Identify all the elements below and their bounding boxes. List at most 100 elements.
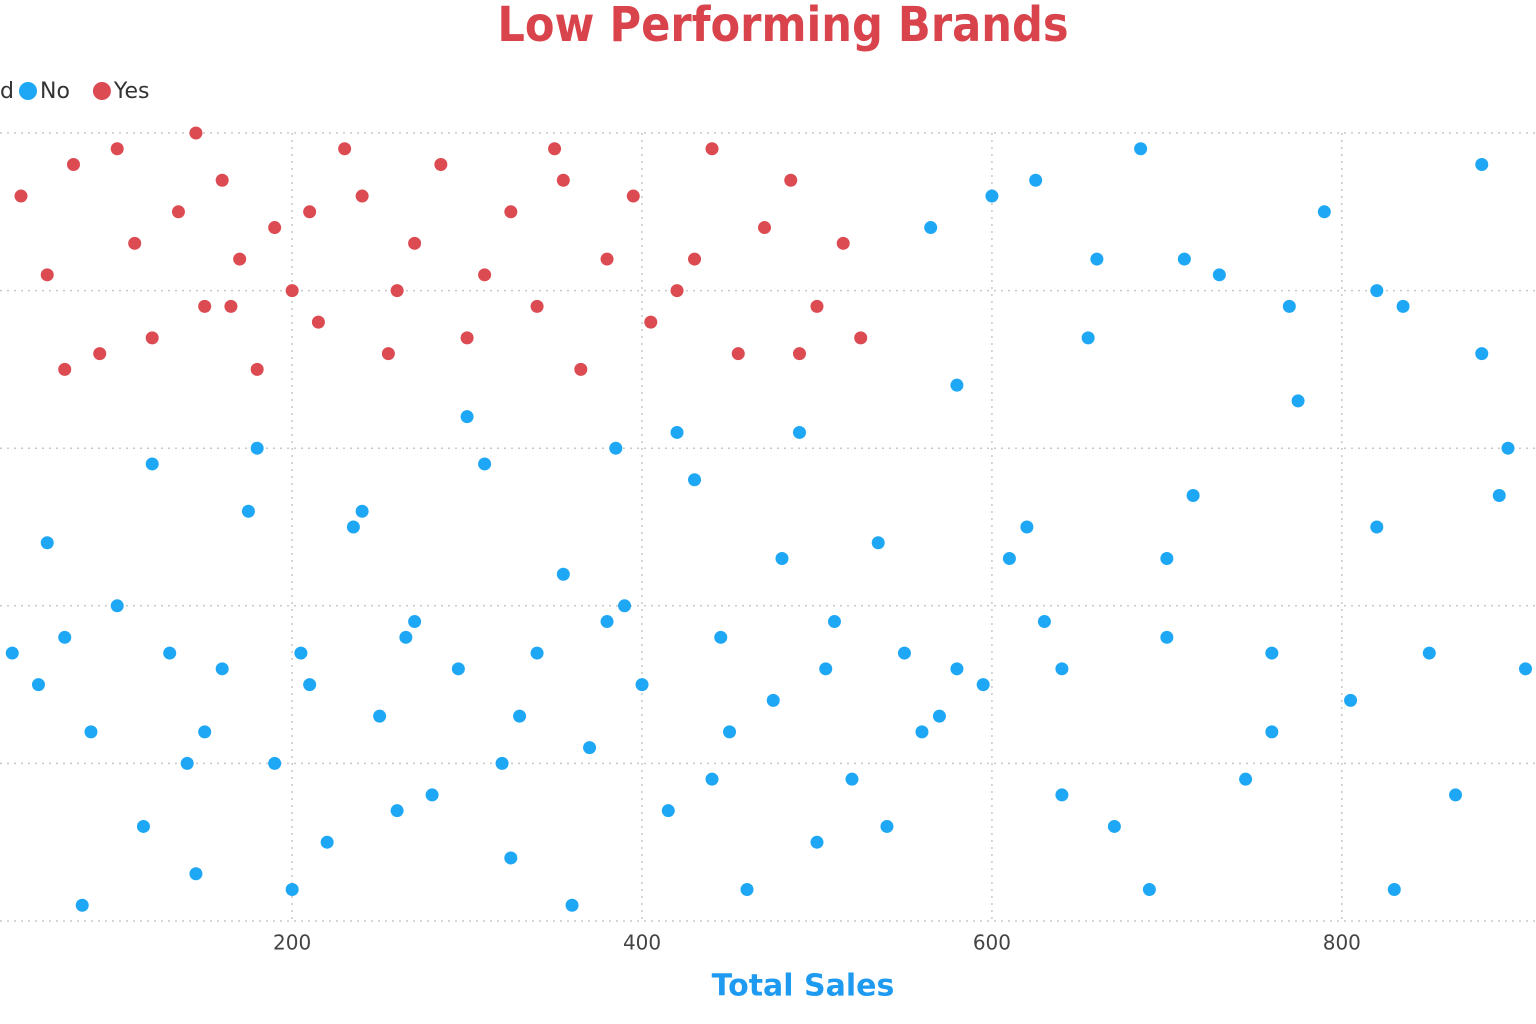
scatter-point <box>1002 552 1016 566</box>
scatter-point <box>250 441 264 455</box>
scatter-point <box>425 788 439 802</box>
scatter-point <box>1055 788 1069 802</box>
x-tick-label: 800 <box>1323 931 1361 955</box>
scatter-point <box>644 315 658 329</box>
scatter-point <box>478 457 492 471</box>
scatter-point <box>976 678 990 692</box>
scatter-point <box>84 725 98 739</box>
scatter-point <box>180 756 194 770</box>
scatter-point <box>915 725 929 739</box>
x-tick-label: 200 <box>273 931 311 955</box>
scatter-point <box>827 615 841 629</box>
scatter-point <box>1370 284 1384 298</box>
scatter-point <box>75 898 89 912</box>
scatter-point <box>215 173 229 187</box>
scatter-point <box>635 678 649 692</box>
scatter-point <box>390 284 404 298</box>
scatter-point <box>1422 646 1436 660</box>
legend-label: Yes <box>113 79 150 104</box>
scatter-point <box>1177 252 1191 266</box>
scatter-point <box>478 268 492 282</box>
scatter-point <box>285 882 299 896</box>
x-tick-label: 400 <box>623 931 661 955</box>
scatter-point <box>346 520 360 534</box>
scatter-point <box>1142 882 1156 896</box>
scatter-point <box>460 410 474 424</box>
x-axis-label: Total Sales <box>712 969 895 1004</box>
scatter-point <box>1055 662 1069 676</box>
scatter-point <box>723 725 737 739</box>
scatter-point <box>294 646 308 660</box>
scatter-point <box>556 173 570 187</box>
scatter-point <box>845 772 859 786</box>
chart-title: Low Performing Brands <box>497 0 1068 53</box>
scatter-point <box>574 362 588 376</box>
scatter-point <box>408 615 422 629</box>
scatter-point <box>399 630 413 644</box>
scatter-point <box>775 552 789 566</box>
scatter-point <box>303 205 317 219</box>
scatter-point <box>1107 819 1121 833</box>
scatter-point <box>1492 488 1506 502</box>
scatter-point <box>1475 158 1489 172</box>
scatter-point <box>1239 772 1253 786</box>
legend-label: No <box>40 79 70 104</box>
scatter-point <box>1020 520 1034 534</box>
scatter-point <box>688 252 702 266</box>
scatter-point <box>58 630 72 644</box>
scatter-point <box>145 331 159 345</box>
scatter-point <box>338 142 352 156</box>
scatter-point <box>495 756 509 770</box>
scatter-point <box>513 709 527 723</box>
scatter-point <box>626 189 640 203</box>
scatter-point <box>58 362 72 376</box>
scatter-point <box>670 425 684 439</box>
scatter-point <box>1317 205 1331 219</box>
scatter-point <box>609 441 623 455</box>
scatter-point <box>705 142 719 156</box>
scatter-point <box>854 331 868 345</box>
scatter-point <box>1029 173 1043 187</box>
scatter-point <box>40 268 54 282</box>
scatter-point <box>792 347 806 361</box>
scatter-point <box>836 236 850 250</box>
scatter-point <box>1265 646 1279 660</box>
scatter-point <box>618 599 632 613</box>
scatter-point <box>66 158 80 172</box>
scatter-point <box>303 678 317 692</box>
scatter-point <box>1344 693 1358 707</box>
scatter-point <box>819 662 833 676</box>
scatter-point <box>1160 630 1174 644</box>
scatter-point <box>268 756 282 770</box>
scatter-point <box>110 599 124 613</box>
scatter-point <box>250 362 264 376</box>
scatter-point <box>5 646 19 660</box>
scatter-point <box>110 142 124 156</box>
scatter-point <box>600 615 614 629</box>
scatter-point <box>128 236 142 250</box>
scatter-point <box>198 299 212 313</box>
scatter-point <box>460 331 474 345</box>
scatter-point <box>31 678 45 692</box>
scatter-point <box>1037 615 1051 629</box>
scatter-point <box>320 835 334 849</box>
x-tick-label: 600 <box>973 931 1011 955</box>
scatter-point <box>1501 441 1515 455</box>
scatter-point <box>583 741 597 755</box>
scatter-point <box>504 851 518 865</box>
scatter-point <box>504 205 518 219</box>
scatter-point <box>565 898 579 912</box>
scatter-point <box>1519 662 1533 676</box>
scatter-point <box>714 630 728 644</box>
scatter-point <box>530 646 544 660</box>
legend-marker <box>19 82 37 100</box>
scatter-point <box>556 567 570 581</box>
scatter-point <box>1475 347 1489 361</box>
scatter-point <box>1370 520 1384 534</box>
scatter-point <box>661 804 675 818</box>
scatter-point <box>600 252 614 266</box>
scatter-point <box>766 693 780 707</box>
scatter-point <box>451 662 465 676</box>
scatter-point <box>670 284 684 298</box>
scatter-point <box>985 189 999 203</box>
